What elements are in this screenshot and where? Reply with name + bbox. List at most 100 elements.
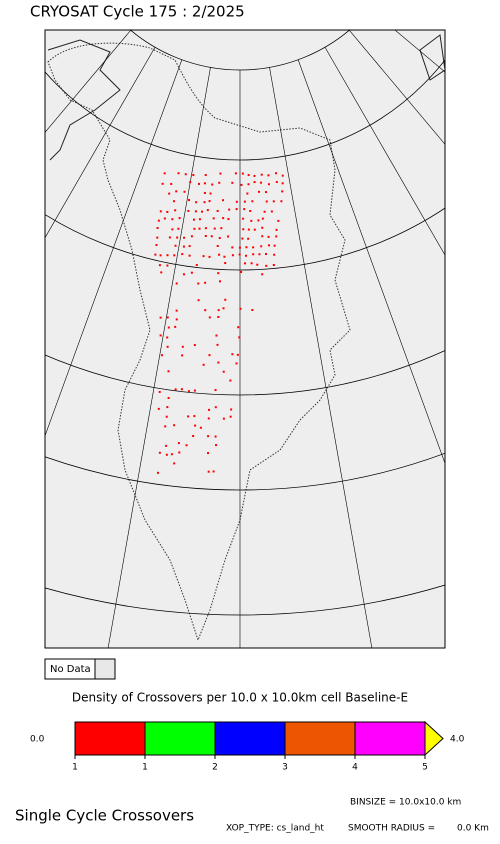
page-title: CRYOSAT Cycle 175 : 2/2025 [30, 3, 245, 21]
crossover-point [159, 254, 162, 257]
crossover-point [235, 362, 238, 365]
crossover-point [167, 397, 170, 400]
crossover-point [194, 424, 197, 427]
crossover-point [223, 255, 226, 258]
crossover-point [267, 235, 270, 238]
crossover-point [198, 218, 201, 221]
crossover-point [207, 435, 210, 438]
colorbar-segment [284, 721, 356, 756]
crossover-point [215, 444, 218, 447]
crossover-point [281, 190, 284, 193]
crossover-point [258, 253, 261, 256]
crossover-point [208, 200, 211, 203]
crossover-point [250, 219, 253, 222]
crossover-point [208, 354, 211, 357]
crossover-point [192, 173, 195, 176]
crossover-point [222, 307, 225, 310]
crossover-point [218, 181, 221, 184]
map [44, 29, 446, 649]
crossover-point [182, 245, 185, 248]
crossover-point [173, 462, 176, 465]
crossover-point [197, 282, 200, 285]
crossover-point [166, 406, 169, 409]
crossover-point [214, 389, 217, 392]
crossover-point [158, 264, 161, 267]
crossover-point [261, 273, 264, 276]
crossover-point [181, 345, 184, 348]
no-data-swatch [94, 658, 116, 680]
crossover-point [188, 254, 191, 257]
crossover-point [265, 200, 268, 203]
meridian-line [45, 47, 156, 239]
crossover-point [275, 235, 278, 238]
crossover-point [247, 228, 250, 231]
crossover-point [216, 343, 219, 346]
crossover-point [231, 181, 234, 184]
meridian-line [107, 67, 211, 648]
crossover-point [165, 453, 168, 456]
crossover-point [270, 210, 273, 213]
crossover-point [160, 271, 163, 274]
crossover-point [218, 237, 221, 240]
crossover-point [182, 273, 185, 276]
colorbar-max: 4.0 [450, 735, 465, 745]
crossover-point [207, 417, 210, 420]
crossover-point [207, 408, 210, 411]
crossover-point [178, 451, 181, 454]
colorbar-title: Density of Crossovers per 10.0 x 10.0km … [72, 691, 408, 705]
crossover-point [175, 190, 178, 193]
crossover-point [207, 452, 210, 455]
crossover-point [211, 183, 214, 186]
colorbar-tick-label: 1 [142, 763, 148, 773]
crossover-point [216, 209, 219, 212]
crossover-point [175, 318, 178, 321]
crossover-point [228, 208, 231, 211]
crossover-point [197, 299, 200, 302]
crossover-point [260, 173, 263, 176]
crossover-point [180, 388, 183, 391]
crossover-point [273, 244, 276, 247]
crossover-point [252, 253, 255, 256]
footer-title: Single Cycle Crossovers [15, 807, 194, 825]
crossover-point [280, 200, 283, 203]
crossover-point [231, 353, 234, 356]
crossover-point [264, 253, 267, 256]
crossover-point [212, 217, 215, 220]
crossover-point [265, 264, 268, 267]
crossover-points [154, 172, 284, 474]
crossover-point [227, 235, 230, 238]
crossover-point [247, 183, 250, 186]
crossover-point [189, 181, 192, 184]
crossover-point [154, 253, 157, 256]
crossover-point [203, 182, 206, 185]
crossover-point [257, 219, 260, 222]
crossover-point [272, 263, 275, 266]
crossover-point [224, 298, 227, 301]
colorbar-segment [144, 721, 216, 756]
crossover-point [174, 388, 177, 391]
colorbar-overflow [424, 720, 444, 757]
crossover-point [261, 235, 264, 238]
crossover-point [198, 227, 201, 230]
crossover-point [260, 245, 263, 248]
crossover-point [159, 334, 162, 337]
crossover-point [155, 244, 158, 247]
crossover-point [267, 244, 270, 247]
greenland-coast [47, 42, 351, 642]
crossover-point [177, 227, 180, 230]
crossover-point [214, 435, 217, 438]
crossover-point [236, 353, 239, 356]
crossover-point [242, 217, 245, 220]
crossover-point [243, 208, 246, 211]
crossover-point [251, 308, 254, 311]
svalbard-coast [419, 34, 445, 81]
crossover-point [245, 246, 248, 249]
crossover-point [253, 181, 256, 184]
crossover-point [267, 183, 270, 186]
crossover-point [175, 309, 178, 312]
crossover-point [204, 227, 207, 230]
crossover-point [240, 183, 243, 186]
crossover-point [163, 217, 166, 220]
crossover-point [190, 271, 193, 274]
crossover-point [193, 344, 196, 347]
